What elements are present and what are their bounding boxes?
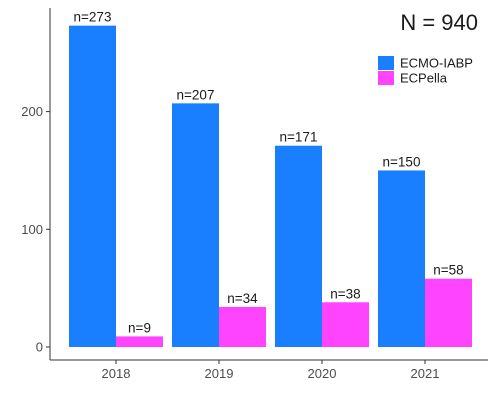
bar-ecmo-iabp-2020	[275, 145, 322, 347]
data-labels: n=273 n=9 n=207 n=34 n=171 n=38 n=150 n=58	[74, 10, 464, 336]
bar-ecmo-iabp-2021	[378, 170, 425, 347]
x-axis-ticks: 2018 2019 2020 2021	[102, 360, 440, 381]
data-label: n=58	[433, 263, 463, 278]
total-annotation: N = 940	[400, 10, 478, 35]
data-label: n=207	[177, 87, 215, 102]
x-tick-label: 2019	[205, 366, 234, 381]
legend-swatch	[378, 71, 394, 85]
data-label: n=150	[383, 154, 421, 169]
bar-ecpella-2019	[219, 306, 266, 347]
legend-label: ECMO-IABP	[400, 56, 473, 71]
data-label: n=9	[128, 320, 151, 335]
data-label: n=38	[330, 286, 360, 301]
bar-ecpella-2020	[322, 302, 369, 347]
x-tick-label: 2020	[308, 366, 337, 381]
y-axis-ticks: 0 100 200	[21, 104, 50, 355]
bars	[69, 25, 472, 347]
legend-label: ECPella	[400, 71, 448, 86]
x-tick-label: 2021	[411, 366, 440, 381]
y-tick-label: 100	[21, 222, 43, 237]
data-label: n=171	[280, 130, 318, 145]
bar-ecpella-2018	[116, 336, 163, 347]
data-label: n=273	[74, 10, 112, 25]
bar-ecmo-iabp-2018	[69, 25, 116, 347]
bar-ecpella-2021	[425, 278, 472, 347]
data-label: n=34	[227, 291, 258, 306]
legend-swatch	[378, 56, 394, 70]
y-tick-label: 200	[21, 104, 43, 119]
x-tick-label: 2018	[102, 366, 131, 381]
bar-ecmo-iabp-2019	[172, 103, 219, 347]
y-tick-label: 0	[36, 340, 43, 355]
